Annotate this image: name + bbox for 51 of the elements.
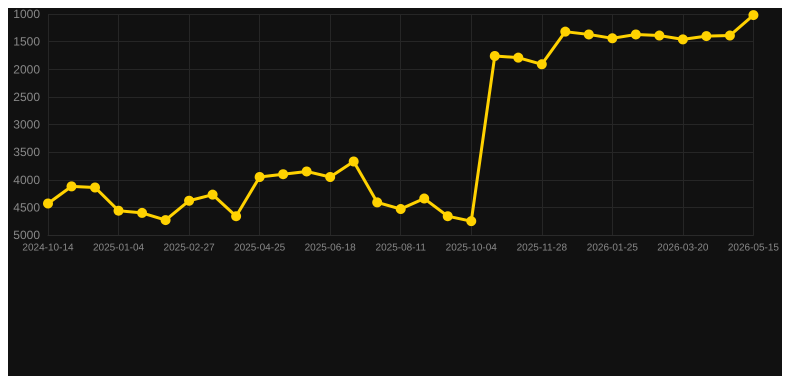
y-tick-label: 1000: [13, 7, 40, 21]
y-tick-label: 1500: [13, 34, 40, 49]
point: [90, 182, 100, 192]
point: [325, 172, 336, 182]
point: [490, 50, 500, 61]
point: [114, 206, 124, 216]
point: [278, 169, 288, 180]
point: [513, 52, 524, 63]
point: [466, 216, 476, 226]
point: [396, 204, 406, 214]
x-tick-label: 2025-04-25: [234, 242, 286, 254]
x-tick-label: 2026-03-20: [657, 242, 709, 254]
point: [607, 33, 618, 44]
x-tick-label: 2026-01-25: [586, 242, 638, 254]
point: [748, 10, 758, 20]
point: [560, 26, 570, 37]
point: [630, 29, 641, 40]
y-tick-label: 5000: [13, 228, 40, 242]
x-tick-label: 2024-10-14: [22, 242, 74, 254]
point: [160, 215, 171, 226]
point: [184, 196, 194, 206]
x-tick-label: 2026-05-15: [728, 242, 780, 254]
y-tick-label: 2500: [13, 90, 40, 104]
point: [348, 156, 359, 167]
point: [654, 30, 664, 41]
point: [419, 194, 430, 204]
point: [254, 172, 265, 182]
x-tick-label: 2025-01-04: [92, 242, 145, 254]
y-tick-label: 4000: [13, 172, 40, 187]
point: [231, 211, 242, 222]
point: [536, 59, 547, 70]
point: [43, 198, 53, 209]
point: [137, 208, 148, 218]
y-tick-label: 3000: [13, 118, 40, 132]
x-tick-label: 2025-11-28: [516, 242, 568, 254]
point: [701, 31, 712, 42]
y-tick-label: 3500: [13, 145, 40, 160]
point: [724, 30, 735, 41]
x-tick-label: 2025-10-04: [446, 242, 498, 254]
point: [584, 29, 594, 40]
point: [442, 211, 453, 222]
x-tick-label: 2025-06-18: [304, 242, 356, 254]
point: [678, 34, 688, 44]
y-tick-label: 4500: [13, 200, 40, 214]
x-tick-label: 2025-08-11: [376, 242, 426, 254]
x-tick-label: 2025-02-27: [164, 242, 216, 254]
y-tick-label: 2000: [13, 62, 40, 76]
point: [208, 190, 218, 200]
point: [302, 166, 312, 176]
point: [372, 197, 382, 208]
point: [66, 181, 77, 192]
